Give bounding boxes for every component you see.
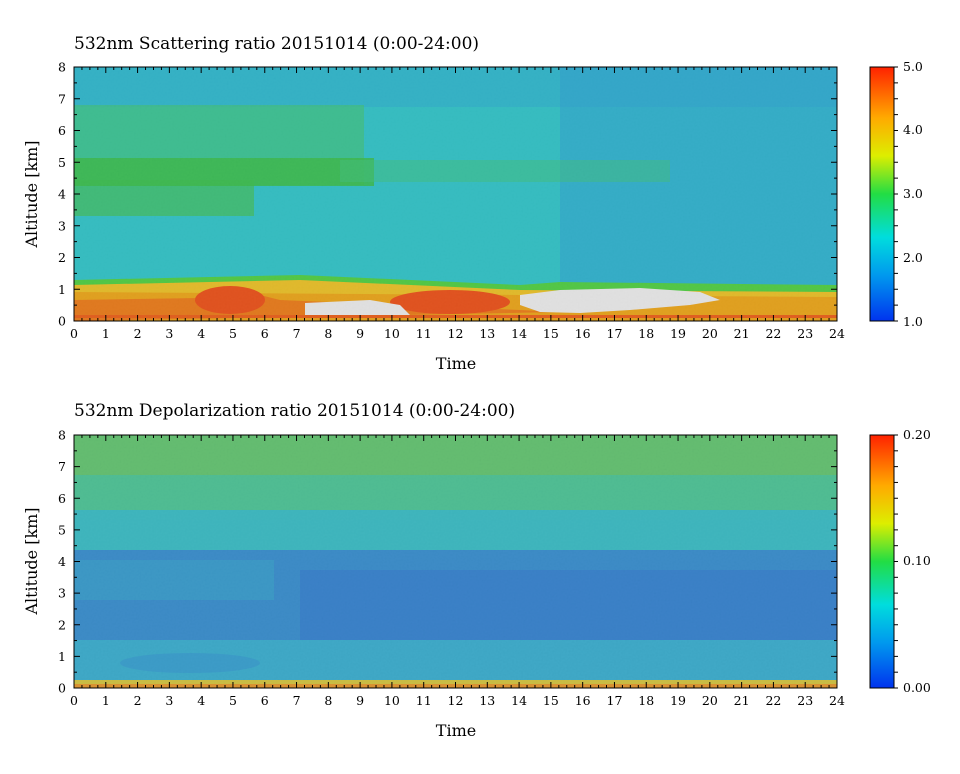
y-tick-label: 1: [58, 649, 66, 664]
colorbar-label: 0.10: [903, 553, 931, 568]
x-tick-label: 13: [479, 693, 495, 708]
x-tick-label: 21: [734, 326, 750, 341]
colorbar-gradient: [869, 66, 895, 322]
heatmap-field: [74, 67, 837, 321]
x-tick-label: 12: [448, 693, 464, 708]
y-tick-label: 6: [58, 123, 66, 138]
y-tick-label: 0: [58, 314, 66, 329]
x-tick-label: 16: [575, 693, 591, 708]
x-tick-label: 15: [543, 693, 559, 708]
x-tick-label: 19: [670, 326, 686, 341]
x-tick-label: 0: [70, 693, 78, 708]
y-tick-label: 4: [58, 554, 66, 569]
x-tick-label: 22: [765, 693, 781, 708]
y-axis: 0 1 2 3 4 5 6 7 8: [58, 60, 837, 329]
x-tick-label: 14: [511, 326, 527, 341]
y-tick-label: 4: [58, 187, 66, 202]
x-tick-label: 5: [229, 693, 237, 708]
colorbar-label: 0.00: [903, 680, 931, 695]
colorbar-gradient: [869, 434, 895, 689]
y-tick-label: 0: [58, 681, 66, 696]
x-tick-label: 20: [702, 326, 718, 341]
x-tick-label: 18: [638, 693, 654, 708]
y-tick-label: 2: [58, 617, 66, 632]
colorbar-ticks: [894, 434, 898, 689]
x-tick-label: 4: [197, 693, 205, 708]
colorbar-ticks: [894, 66, 898, 322]
heatmap-field: [74, 435, 837, 688]
x-tick-label: 20: [702, 693, 718, 708]
x-tick-label: 23: [797, 326, 813, 341]
y-tick-label: 2: [58, 250, 66, 265]
colorbar-label: 2.0: [903, 250, 923, 265]
x-tick-label: 1: [102, 326, 110, 341]
y-axis-label: Altitude [km]: [22, 507, 41, 615]
x-tick-label: 24: [829, 693, 845, 708]
x-tick-label: 6: [261, 693, 269, 708]
x-tick-label: 13: [479, 326, 495, 341]
x-tick-label: 9: [356, 326, 364, 341]
x-tick-label: 6: [261, 326, 269, 341]
x-tick-label: 10: [384, 693, 400, 708]
y-tick-label: 5: [58, 155, 66, 170]
colorbar-label: 4.0: [903, 122, 923, 137]
x-tick-label: 7: [293, 326, 301, 341]
x-tick-label: 22: [765, 326, 781, 341]
colorbar: 5.0 4.0 3.0 2.0 1.0: [869, 59, 923, 329]
chart-title: 532nm Depolarization ratio 20151014 (0:0…: [74, 401, 515, 421]
x-tick-label: 16: [575, 326, 591, 341]
x-tick-label: 14: [511, 693, 527, 708]
x-axis: 0 1 2 3 4 5 6 7 8 9 10 11 12 13 14 15 16 17 18 19 20 21 22 23 24: [70, 67, 845, 341]
x-tick-label: 1: [102, 693, 110, 708]
x-axis-label: Time: [436, 721, 476, 740]
depolarization-ratio-panel: 532nm Depolarization ratio 20151014 (0:0…: [22, 401, 931, 740]
chart-title: 532nm Scattering ratio 20151014 (0:00-24…: [74, 34, 479, 54]
y-axis-label: Altitude [km]: [22, 140, 41, 248]
x-tick-label: 10: [384, 326, 400, 341]
colorbar-label: 1.0: [903, 314, 923, 329]
y-tick-label: 3: [58, 218, 66, 233]
x-tick-label: 3: [165, 326, 173, 341]
y-tick-label: 8: [58, 60, 66, 75]
y-tick-label: 7: [58, 91, 66, 106]
x-tick-label: 12: [448, 326, 464, 341]
y-tick-label: 6: [58, 491, 66, 506]
x-tick-label: 23: [797, 693, 813, 708]
x-tick-label: 17: [607, 693, 623, 708]
x-tick-label: 5: [229, 326, 237, 341]
x-tick-label: 17: [607, 326, 623, 341]
x-tick-label: 19: [670, 693, 686, 708]
x-tick-label: 18: [638, 326, 654, 341]
x-tick-label: 11: [416, 326, 432, 341]
x-tick-label: 24: [829, 326, 845, 341]
x-tick-label: 2: [134, 326, 142, 341]
x-tick-label: 2: [134, 693, 142, 708]
y-tick-label: 1: [58, 282, 66, 297]
colorbar: 0.20 0.10 0.00: [869, 427, 931, 695]
colorbar-label: 3.0: [903, 186, 923, 201]
x-tick-label: 7: [293, 693, 301, 708]
x-tick-label: 15: [543, 326, 559, 341]
scattering-ratio-panel: 532nm Scattering ratio 20151014 (0:00-24…: [22, 34, 923, 373]
y-tick-label: 3: [58, 586, 66, 601]
x-tick-label: 21: [734, 693, 750, 708]
y-tick-label: 5: [58, 522, 66, 537]
x-tick-label: 8: [324, 326, 332, 341]
x-tick-label: 9: [356, 693, 364, 708]
x-tick-label: 3: [165, 693, 173, 708]
x-axis: 0 1 2 3 4 5 6 7 8 9 10 11 12 13 14 15 16 17 18 19 20 21 22 23 24: [70, 435, 845, 708]
colorbar-label: 5.0: [903, 59, 923, 74]
y-axis: 0 1 2 3 4 5 6 7 8: [58, 428, 837, 696]
y-tick-label: 8: [58, 428, 66, 443]
x-axis-label: Time: [436, 354, 476, 373]
x-tick-label: 4: [197, 326, 205, 341]
colorbar-label: 0.20: [903, 427, 931, 442]
x-tick-label: 11: [416, 693, 432, 708]
x-tick-label: 0: [70, 326, 78, 341]
x-tick-label: 8: [324, 693, 332, 708]
y-tick-label: 7: [58, 459, 66, 474]
